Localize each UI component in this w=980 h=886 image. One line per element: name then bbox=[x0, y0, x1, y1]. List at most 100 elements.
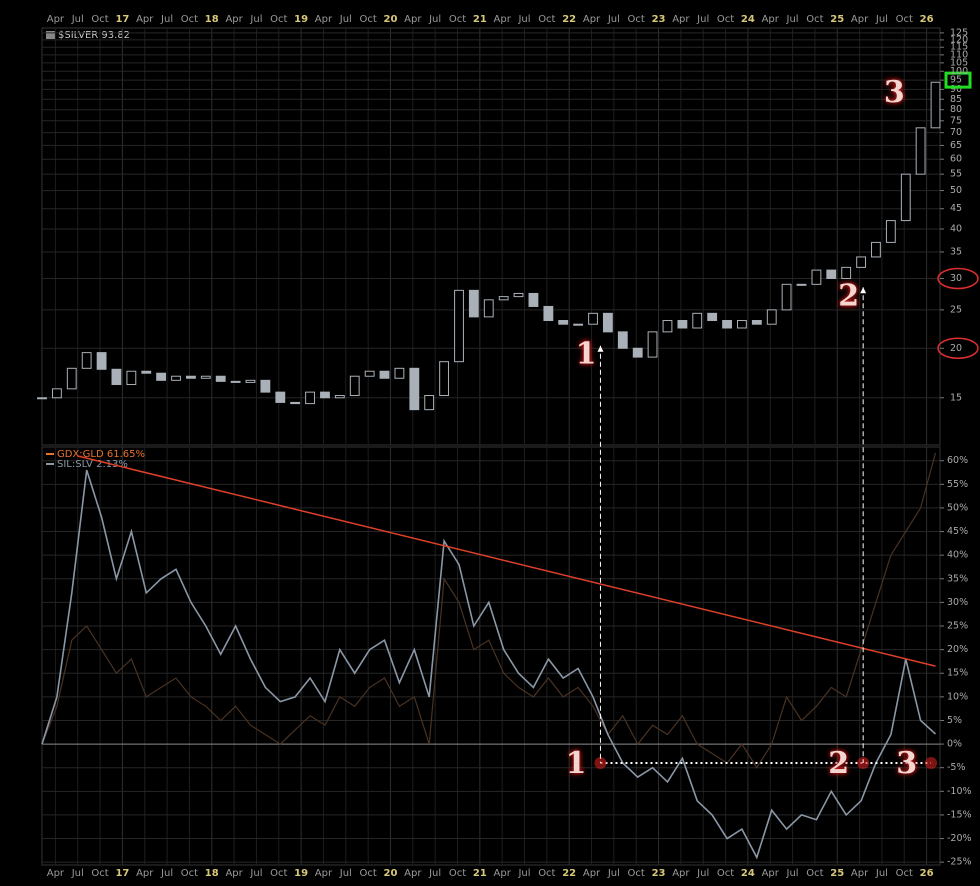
price-title: $SILVER 93.82 bbox=[58, 30, 130, 41]
candle bbox=[290, 401, 301, 405]
candle bbox=[141, 370, 152, 374]
y-tick-label: 5% bbox=[947, 715, 962, 726]
annotation-number: 3 bbox=[896, 746, 917, 781]
candle bbox=[573, 323, 584, 326]
x-tick-label: Jul bbox=[875, 14, 888, 25]
candle bbox=[647, 331, 658, 358]
annotation-number: 2 bbox=[828, 746, 849, 781]
x-tick-label: Oct bbox=[538, 14, 555, 25]
x-tick-label: 25 bbox=[830, 14, 844, 25]
candle bbox=[483, 299, 494, 318]
x-tick-label: Jul bbox=[517, 14, 530, 25]
x-tick-label: Jul bbox=[517, 868, 530, 879]
x-tick-label: 19 bbox=[294, 14, 308, 25]
y-tick-label: 10% bbox=[947, 691, 968, 702]
candle bbox=[126, 370, 137, 386]
y-tick-label: 45 bbox=[950, 203, 962, 214]
x-tick-label: Oct bbox=[91, 14, 108, 25]
candle bbox=[692, 312, 703, 329]
candle bbox=[305, 391, 315, 405]
x-tick-label: Jul bbox=[339, 868, 352, 879]
x-tick-label: Oct bbox=[359, 14, 376, 25]
price-panel bbox=[41, 27, 941, 446]
candle bbox=[215, 375, 226, 382]
x-tick-label: 17 bbox=[115, 868, 129, 879]
y-tick-label: -25% bbox=[947, 857, 972, 868]
y-tick-label: 100 bbox=[950, 66, 968, 77]
candle bbox=[156, 372, 167, 381]
x-tick-label: Apr bbox=[315, 868, 333, 879]
candle bbox=[81, 352, 92, 369]
x-tick-label: 18 bbox=[205, 14, 219, 25]
y-tick-label: 25% bbox=[947, 621, 968, 632]
candle bbox=[796, 283, 807, 286]
x-tick-label: Apr bbox=[136, 868, 154, 879]
glow-dot bbox=[925, 756, 938, 769]
x-tick-label: Oct bbox=[359, 868, 376, 879]
candle bbox=[915, 127, 926, 175]
x-tick-label: Jul bbox=[607, 14, 620, 25]
candle bbox=[885, 220, 896, 243]
candle bbox=[751, 320, 762, 325]
x-tick-label: Jul bbox=[607, 868, 620, 879]
candle bbox=[379, 370, 390, 379]
candle bbox=[677, 320, 688, 329]
candle bbox=[230, 380, 241, 383]
x-tick-label: 23 bbox=[652, 868, 666, 879]
y-tick-label: 35% bbox=[947, 573, 968, 584]
y-tick-label: 60 bbox=[950, 154, 962, 165]
x-tick-label: Oct bbox=[538, 868, 555, 879]
candle bbox=[37, 397, 47, 400]
y-tick-label: 25 bbox=[950, 304, 962, 315]
highlight-box bbox=[944, 71, 972, 89]
candle bbox=[811, 269, 822, 285]
x-tick-label: Oct bbox=[449, 868, 466, 879]
legend-label: GDX:GLD 61.65% bbox=[57, 449, 145, 460]
x-tick-label: Jul bbox=[875, 868, 888, 879]
x-tick-label: Jul bbox=[71, 868, 84, 879]
y-tick-label: 40 bbox=[950, 223, 962, 234]
candle bbox=[602, 312, 613, 333]
x-tick-label: Jul bbox=[249, 868, 262, 879]
x-tick-label: 22 bbox=[562, 14, 576, 25]
y-tick-label: 120 bbox=[950, 34, 968, 45]
x-tick-label: Oct bbox=[628, 868, 645, 879]
y-tick-label: 40% bbox=[947, 550, 968, 561]
candle bbox=[856, 256, 867, 268]
y-tick-label: 95 bbox=[950, 75, 962, 86]
candle bbox=[588, 312, 598, 325]
circle-annotation bbox=[937, 337, 979, 360]
x-tick-label: 18 bbox=[205, 868, 219, 879]
x-tick-label: Apr bbox=[851, 14, 869, 25]
candle bbox=[617, 331, 628, 349]
x-tick-label: Jul bbox=[160, 868, 173, 879]
x-tick-label: Apr bbox=[583, 868, 601, 879]
x-tick-label: 24 bbox=[741, 868, 755, 879]
candle bbox=[66, 367, 77, 390]
y-tick-label: 55 bbox=[950, 169, 962, 180]
x-tick-label: Apr bbox=[47, 868, 65, 879]
x-tick-label: Apr bbox=[315, 14, 333, 25]
y-tick-label: 30 bbox=[950, 273, 962, 284]
candle bbox=[707, 312, 718, 322]
x-tick-label: Oct bbox=[91, 868, 108, 879]
candle bbox=[111, 368, 122, 386]
x-tick-label: Oct bbox=[628, 14, 645, 25]
x-tick-label: Apr bbox=[583, 14, 601, 25]
annotation-number: 2 bbox=[838, 278, 859, 313]
x-tick-label: 17 bbox=[115, 14, 129, 25]
x-tick-label: Oct bbox=[270, 14, 287, 25]
x-tick-label: Jul bbox=[71, 14, 84, 25]
arrow-head bbox=[597, 345, 604, 352]
candle bbox=[871, 241, 881, 258]
y-tick-label: 110 bbox=[950, 49, 968, 60]
x-tick-label: Jul bbox=[339, 14, 352, 25]
x-tick-label: 23 bbox=[652, 14, 666, 25]
y-tick-label: 0% bbox=[947, 739, 962, 750]
candle bbox=[186, 375, 196, 379]
series-line bbox=[41, 469, 937, 860]
y-tick-label: 90 bbox=[950, 84, 962, 95]
x-tick-label: Jul bbox=[428, 14, 441, 25]
candle bbox=[826, 269, 837, 279]
